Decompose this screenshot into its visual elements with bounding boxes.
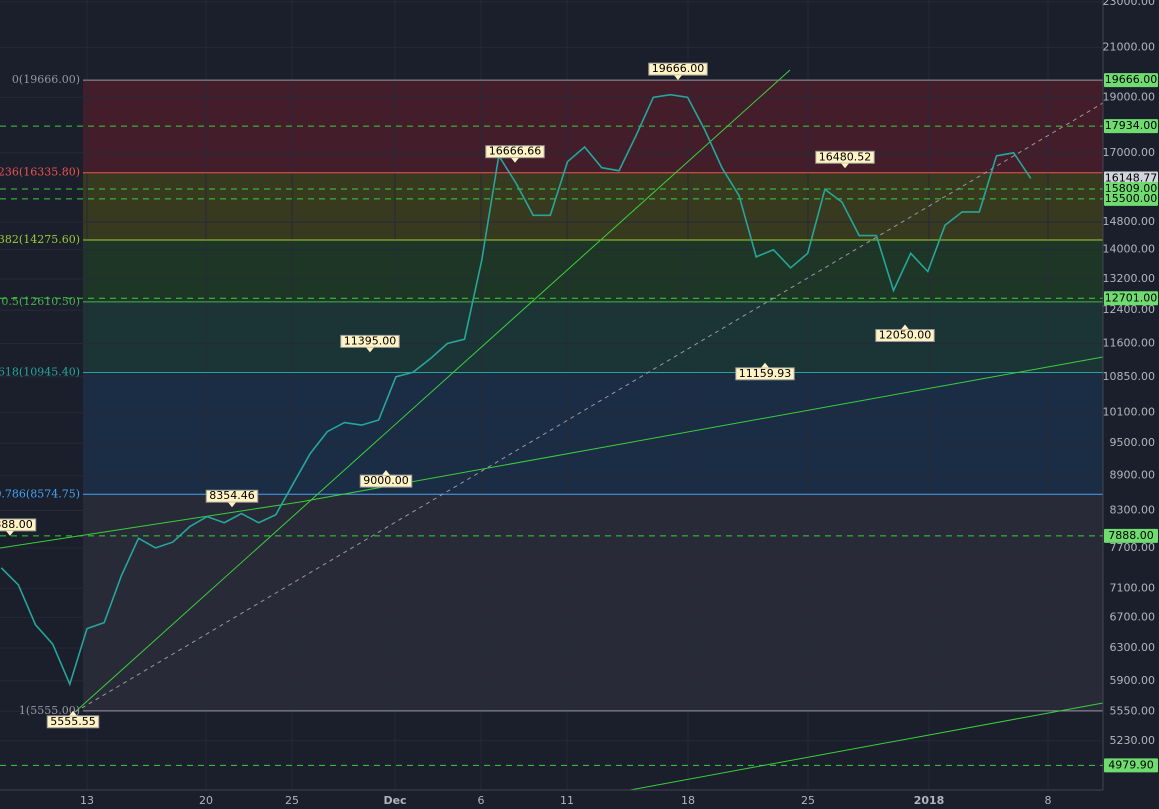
trend-line xyxy=(0,356,1104,549)
price-label: 15809.00 xyxy=(1105,182,1158,195)
annotation-label: 16480.52 xyxy=(819,150,872,163)
fib-label: 0.382(14275.60) xyxy=(0,233,80,246)
y-tick-label: 12400.00 xyxy=(1103,303,1156,316)
y-tick-label: 14800.00 xyxy=(1103,215,1156,228)
y-tick-label: 13200.00 xyxy=(1103,272,1156,285)
annotation-pointer xyxy=(511,157,519,163)
annotation-label: 12050.00 xyxy=(879,329,932,342)
y-tick-label: 10100.00 xyxy=(1103,406,1156,419)
price-label-box xyxy=(1104,191,1158,206)
x-tick-label: 6 xyxy=(478,794,485,807)
annotation-label: 8354.46 xyxy=(209,489,255,502)
y-tick-label: 5230.00 xyxy=(1110,734,1156,747)
annotation-label: 7888.00 xyxy=(0,518,33,531)
annotation-label: 16666.66 xyxy=(489,145,542,158)
fib-zone xyxy=(83,239,1103,302)
annotation-pointer xyxy=(228,502,236,508)
y-tick-label: 8900.00 xyxy=(1110,469,1156,482)
fib-zone xyxy=(83,372,1103,495)
price-label-box xyxy=(1104,291,1158,306)
y-tick-label: 9500.00 xyxy=(1110,436,1156,449)
y-tick-label: 10850.00 xyxy=(1103,370,1156,383)
trend-line xyxy=(74,69,791,713)
x-tick-label: 8 xyxy=(1045,794,1052,807)
price-label: 4979.90 xyxy=(1108,758,1154,771)
fib-label: 0.5(12610.50) xyxy=(1,295,80,308)
x-tick-label: 25 xyxy=(285,794,299,807)
annotation-pointer xyxy=(69,710,77,716)
annotation-label: 9000.00 xyxy=(363,474,409,487)
x-tick-label: 11 xyxy=(560,794,574,807)
trend-line xyxy=(629,702,1104,791)
y-tick-label: 8300.00 xyxy=(1110,504,1156,517)
annotation-label: 5555.55 xyxy=(50,715,96,728)
fib-label: 0.618(10945.40) xyxy=(0,365,80,378)
y-tick-label: 21000.00 xyxy=(1103,40,1156,53)
fib-label: 1(5555.00) xyxy=(19,704,80,717)
annotation-pointer xyxy=(901,324,909,330)
annotation-label: 11395.00 xyxy=(344,334,397,347)
annotation-label: 19666.00 xyxy=(652,62,705,75)
price-label-box xyxy=(1104,73,1158,88)
x-tick-label: 13 xyxy=(80,794,94,807)
annotation-pointer xyxy=(382,470,390,476)
y-tick-label: 14000.00 xyxy=(1103,243,1156,256)
fib-label: 0.236(16335.80) xyxy=(0,166,80,179)
price-axis xyxy=(1103,0,1159,809)
y-tick-label: 6700.00 xyxy=(1110,610,1156,623)
fib-zone xyxy=(83,172,1103,240)
price-label: 15500.00 xyxy=(1105,192,1158,205)
price-label-box xyxy=(1104,758,1158,773)
price-label: 19666.00 xyxy=(1105,73,1158,86)
x-tick-label: 18 xyxy=(681,794,695,807)
fib-zone xyxy=(83,301,1103,373)
x-tick-label: Dec xyxy=(383,794,406,807)
annotation-pointer xyxy=(674,75,682,81)
y-tick-label: 23000.00 xyxy=(1103,0,1156,8)
y-tick-label: 7100.00 xyxy=(1110,581,1156,594)
price-label-box xyxy=(1104,119,1158,134)
y-tick-label: 5550.00 xyxy=(1110,704,1156,717)
annotation-pointer xyxy=(761,362,769,368)
price-label-box xyxy=(1104,528,1158,543)
y-tick-label: 5900.00 xyxy=(1110,674,1156,687)
y-tick-label: 11600.00 xyxy=(1103,336,1156,349)
annotation-pointer xyxy=(6,530,14,536)
fib-label: 0.786(8574.75) xyxy=(0,487,80,500)
x-tick-label: 20 xyxy=(199,794,213,807)
annotation-pointer xyxy=(841,163,849,169)
x-tick-label: 2018 xyxy=(914,794,945,807)
fib-label: 0(19666.00) xyxy=(12,73,80,86)
fib-zone xyxy=(83,494,1103,711)
price-label: 7888.00 xyxy=(1108,529,1154,542)
y-tick-label: 6300.00 xyxy=(1110,641,1156,654)
x-tick-label: 25 xyxy=(801,794,815,807)
y-tick-label: 19000.00 xyxy=(1103,90,1156,103)
price-label: 17934.00 xyxy=(1105,119,1158,132)
trend-line xyxy=(74,102,1104,713)
price-label-box xyxy=(1104,171,1158,186)
price-line xyxy=(0,93,1032,687)
price-label: 16148.77 xyxy=(1105,171,1158,184)
annotation-label: 11159.93 xyxy=(739,367,792,380)
y-tick-label: 7700.00 xyxy=(1110,541,1156,554)
price-label: 12701.00 xyxy=(1105,291,1158,304)
annotation-pointer xyxy=(366,347,374,353)
y-tick-label: 17000.00 xyxy=(1103,146,1156,159)
